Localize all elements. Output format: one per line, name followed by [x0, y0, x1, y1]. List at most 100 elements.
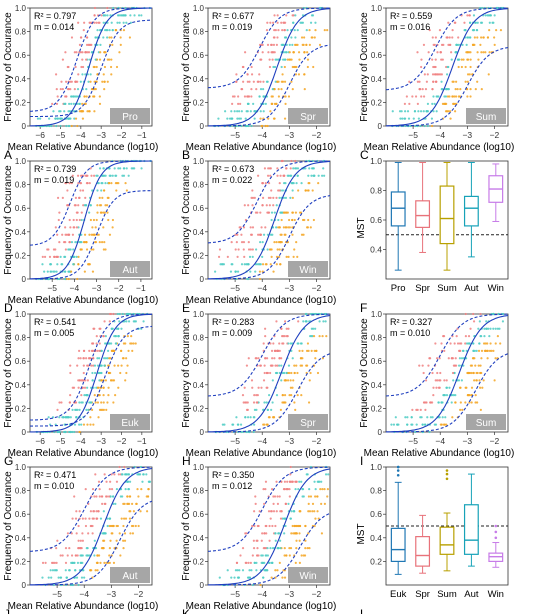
data-point	[124, 6, 127, 10]
data-point	[303, 51, 306, 54]
data-point	[99, 371, 103, 375]
data-point	[109, 14, 112, 17]
data-point	[59, 88, 62, 91]
data-point	[118, 21, 121, 24]
box-aut	[463, 473, 479, 567]
data-point	[451, 371, 455, 375]
data-point	[286, 379, 290, 382]
data-point	[448, 43, 452, 46]
group-tag: Sum	[476, 112, 497, 123]
data-point	[298, 539, 301, 542]
group-tag: Win	[299, 265, 316, 276]
data-point	[255, 88, 258, 91]
data-point	[117, 182, 120, 185]
data-point	[283, 58, 286, 61]
data-point	[125, 21, 128, 24]
data-point	[127, 502, 131, 505]
data-point	[258, 510, 261, 513]
data-point	[78, 349, 81, 352]
data-point	[125, 357, 128, 360]
data-point	[100, 189, 103, 192]
x-tick-label: −2	[312, 283, 322, 293]
data-point	[291, 43, 294, 46]
data-point	[283, 335, 286, 338]
data-point	[123, 532, 127, 535]
data-point	[259, 211, 262, 214]
data-point	[85, 95, 88, 98]
data-point	[78, 408, 81, 411]
x-axis-label: Mean Relative Abundance (log10)	[186, 448, 337, 459]
data-point	[102, 167, 105, 170]
data-point	[224, 110, 227, 113]
data-point	[246, 95, 249, 98]
x-tick-label: −4	[257, 283, 267, 293]
data-point	[429, 357, 432, 360]
data-point	[91, 270, 95, 273]
data-point	[63, 277, 67, 281]
data-point	[84, 517, 87, 520]
data-point	[61, 196, 64, 199]
data-point	[70, 95, 73, 98]
data-point	[432, 65, 435, 69]
data-point	[262, 233, 266, 236]
data-point	[313, 36, 316, 39]
data-point	[420, 416, 423, 419]
data-point	[479, 408, 482, 411]
data-point	[231, 95, 235, 98]
data-point	[404, 110, 407, 113]
data-point	[265, 80, 269, 83]
data-point	[261, 51, 264, 54]
data-point	[235, 80, 238, 83]
data-point	[247, 124, 250, 128]
box-body	[390, 527, 406, 562]
y-tick-label: 0.4	[193, 228, 205, 237]
data-point	[146, 495, 150, 498]
y-tick-label: 1.0	[15, 463, 27, 472]
data-point	[236, 117, 239, 120]
data-point	[243, 255, 246, 258]
x-tick-label: −5	[56, 130, 66, 140]
data-point	[269, 110, 272, 113]
data-point	[276, 495, 279, 498]
data-point	[404, 416, 407, 419]
data-point	[472, 312, 475, 316]
data-point	[284, 502, 287, 505]
data-point	[64, 241, 67, 244]
y-tick-label: 0.6	[370, 509, 382, 519]
data-point	[438, 29, 442, 32]
group-tag: Win	[299, 571, 316, 582]
data-point	[420, 95, 423, 98]
data-point	[91, 524, 94, 528]
data-point	[77, 263, 80, 266]
data-point	[271, 524, 274, 528]
data-point	[451, 357, 455, 360]
data-point	[284, 95, 287, 98]
data-point	[117, 386, 120, 389]
data-point	[52, 110, 55, 113]
group-tag-bg	[110, 567, 150, 583]
data-point	[263, 167, 267, 170]
data-point	[137, 495, 140, 498]
data-point	[300, 21, 303, 24]
data-point	[221, 423, 224, 426]
data-point	[269, 371, 272, 375]
data-point	[97, 510, 100, 513]
data-point	[311, 36, 314, 39]
data-point	[96, 349, 99, 352]
data-point	[110, 58, 113, 61]
data-point	[66, 204, 69, 207]
data-point	[255, 263, 259, 266]
data-point	[102, 174, 105, 177]
data-point	[137, 524, 140, 528]
data-point	[110, 182, 113, 185]
slope-label: m = 0.009	[212, 328, 252, 338]
data-point	[440, 88, 443, 91]
data-point	[249, 226, 252, 229]
data-point	[102, 408, 105, 411]
data-point	[222, 263, 226, 266]
data-point	[452, 80, 455, 83]
data-point	[259, 117, 262, 120]
data-point	[73, 51, 76, 54]
data-point	[245, 401, 248, 404]
data-point	[432, 386, 435, 389]
